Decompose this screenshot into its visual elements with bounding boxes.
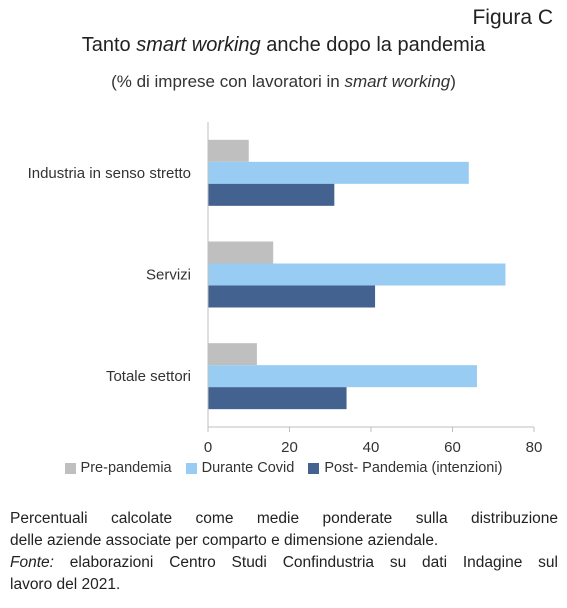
legend-swatch xyxy=(185,462,197,474)
subtitle-emphasis: smart working xyxy=(344,72,451,91)
x-tick-label: 80 xyxy=(526,439,543,456)
bar-2-series-2 xyxy=(208,263,506,286)
bar-1-series-2 xyxy=(208,161,469,184)
category-label: Servizi xyxy=(146,267,191,284)
legend-item-3: Post- Pandemia (intenzioni) xyxy=(308,460,502,476)
legend-swatch xyxy=(308,462,320,474)
title-part-1: Tanto xyxy=(81,34,137,56)
note-line-2: delle aziende associate per comparto e d… xyxy=(10,532,439,549)
chart-subtitle: (% di imprese con lavoratori in smart wo… xyxy=(0,72,567,92)
title-emphasis: smart working xyxy=(136,34,261,56)
bar-3-series-2 xyxy=(208,365,477,388)
note-line-4: lavoro del 2021. xyxy=(10,576,121,593)
x-tick-label: 60 xyxy=(444,439,461,456)
fonte-text: elaborazioni Centro Studi Confindustria … xyxy=(53,554,558,571)
figure-notes: Percentuali calcolate come medie pondera… xyxy=(10,508,558,596)
title-part-2: anche dopo la pandemia xyxy=(260,34,486,56)
category-label: Totale settori xyxy=(106,368,191,385)
legend-item-1: Pre-pandemia xyxy=(64,460,172,476)
fonte-label: Fonte: xyxy=(10,554,54,571)
bar-1-series-3 xyxy=(208,183,335,206)
bar-chart: Industria in senso stretto Servizi Totale … xyxy=(28,122,543,456)
x-tick-label: 0 xyxy=(204,439,212,456)
subtitle-part-1: (% di imprese con lavoratori in xyxy=(111,72,345,91)
subtitle-part-2: ) xyxy=(450,72,456,91)
legend-swatch xyxy=(64,462,76,474)
legend-item-2: Durante Covid xyxy=(185,460,295,476)
bar-1-series-1 xyxy=(208,139,249,162)
category-label: Industria in senso stretto xyxy=(28,165,191,182)
legend-label: Post- Pandemia (intenzioni) xyxy=(324,460,503,476)
figure-label: Figura C xyxy=(472,6,553,29)
note-line-1: Percentuali calcolate come medie pondera… xyxy=(10,510,558,527)
chart-legend: Pre-pandemia Durante Covid Post- Pandemia … xyxy=(0,460,567,476)
bar-3-series-3 xyxy=(208,387,347,410)
x-tick-label: 40 xyxy=(363,439,380,456)
chart-title: Tanto smart working anche dopo la pandem… xyxy=(0,34,567,57)
legend-label: Durante Covid xyxy=(201,460,295,476)
bar-3-series-1 xyxy=(208,343,257,366)
legend-label: Pre-pandemia xyxy=(80,460,172,476)
bar-2-series-1 xyxy=(208,241,274,264)
bar-2-series-3 xyxy=(208,285,376,308)
x-tick-label: 20 xyxy=(281,439,298,456)
note-line-3: Fonte: elaborazioni Centro Studi Confind… xyxy=(10,552,558,574)
